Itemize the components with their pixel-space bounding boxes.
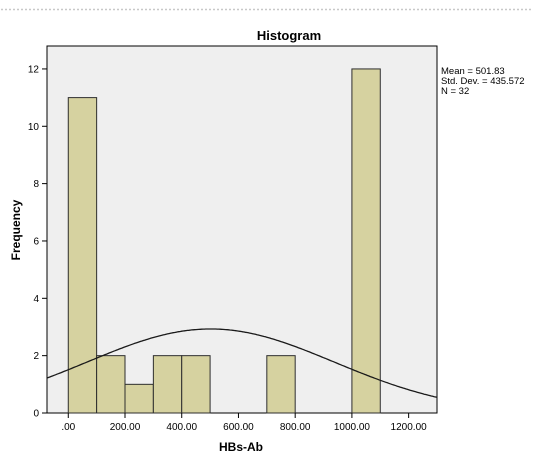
histogram-bar-10 [351, 68, 381, 414]
plot-area [46, 45, 438, 414]
y-axis: 0 2 4 6 8 10 12 [28, 64, 47, 420]
chart-title: Histogram [257, 28, 321, 43]
x-tick-label: 1000.00 [334, 422, 371, 433]
x-tick-label: 400.00 [166, 422, 197, 433]
histogram-bar-7 [266, 355, 296, 414]
histogram-bar-1 [96, 355, 126, 414]
histogram-bar-4 [181, 355, 211, 414]
x-tick-label: 600.00 [223, 422, 254, 433]
y-tick-label: 12 [28, 64, 40, 75]
x-tick-label: 800.00 [280, 422, 311, 433]
bars-group [67, 68, 381, 414]
x-tick-label: 200.00 [110, 422, 141, 433]
stats-n: N = 32 [441, 86, 469, 97]
y-tick-label: 4 [33, 294, 39, 305]
y-tick-label: 0 [33, 409, 39, 420]
x-axis-label: HBs-Ab [219, 440, 263, 453]
stats-mean: Mean = 501.83 [441, 66, 505, 77]
y-tick-label: 10 [28, 122, 40, 133]
stats-std-dev: Std. Dev. = 435.572 [441, 76, 525, 87]
x-axis: .00 200.00 400.00 600.00 800.00 1000.00 1200.0… [61, 413, 427, 433]
y-tick-label: 2 [33, 351, 39, 362]
stats-box: Mean = 501.83 Std. Dev. = 435.572 N = 32 [441, 66, 525, 97]
x-tick-label: .00 [61, 422, 75, 433]
y-tick-label: 8 [33, 179, 39, 190]
y-axis-label: Frequency [9, 199, 23, 260]
y-tick-label: 6 [33, 236, 39, 247]
histogram-bar-0 [67, 97, 98, 414]
histogram-bar-3 [152, 355, 183, 414]
histogram-bar-2 [124, 383, 154, 414]
x-tick-label: 1200.00 [391, 422, 428, 433]
normal-curve [46, 328, 438, 398]
dotted-top-border [0, 8, 533, 11]
